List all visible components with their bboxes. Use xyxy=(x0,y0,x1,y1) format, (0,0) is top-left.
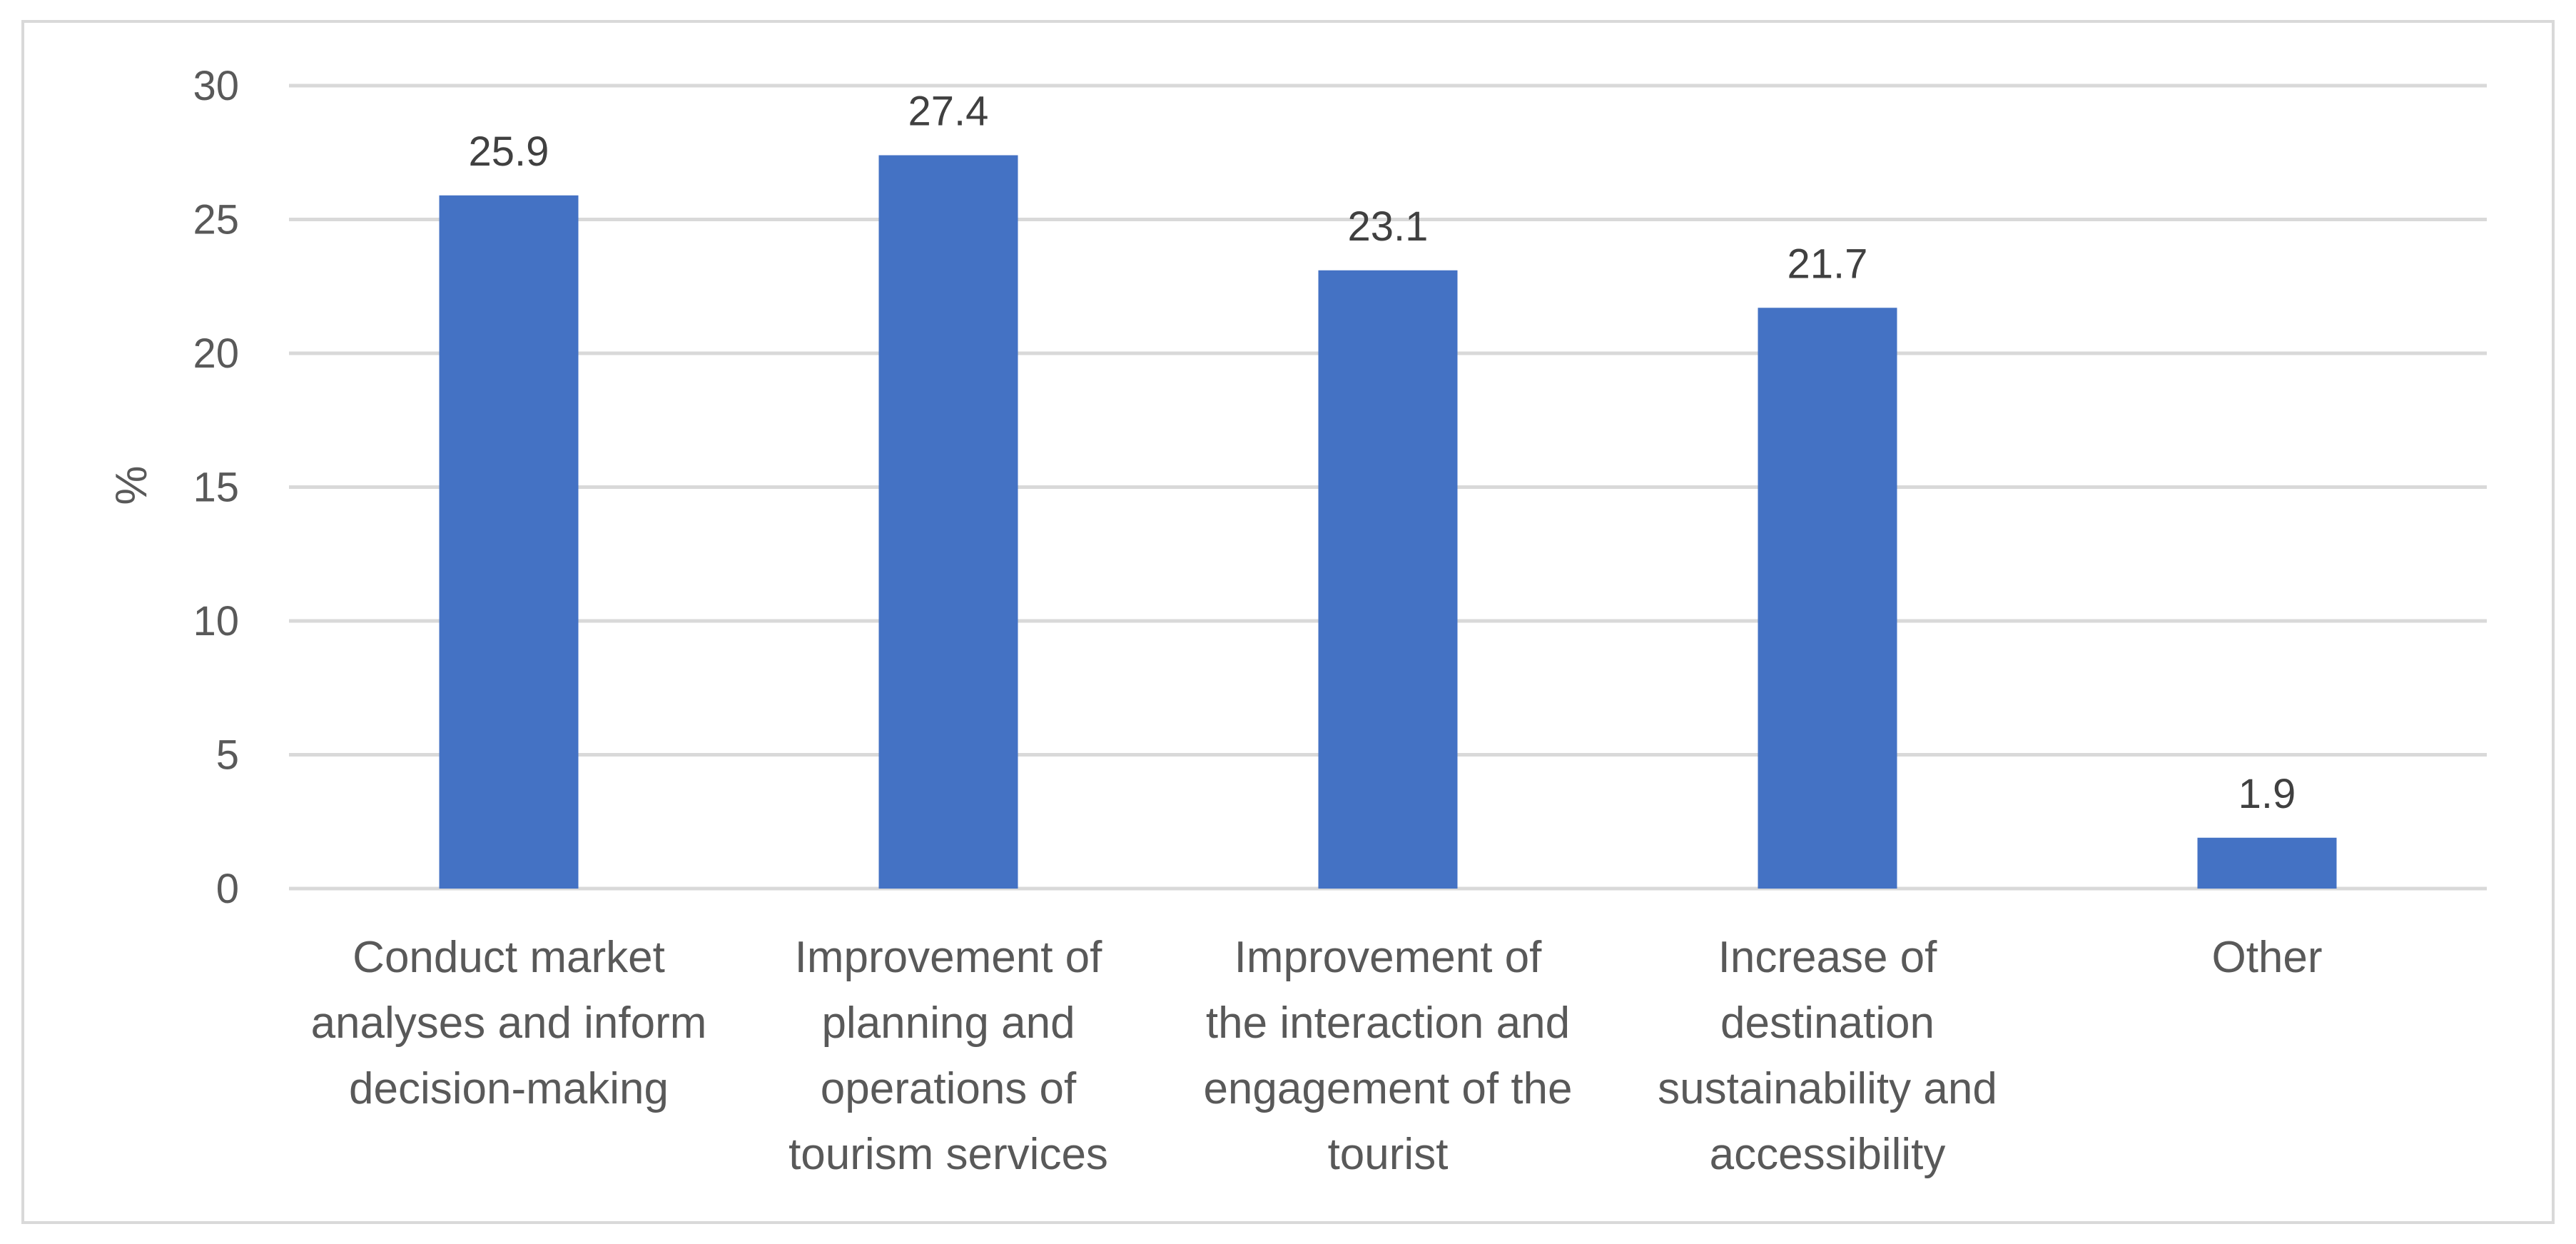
bar xyxy=(1758,308,1897,889)
data-label: 23.1 xyxy=(1348,203,1429,250)
y-tick-label: 5 xyxy=(216,732,239,779)
category-label: Other xyxy=(2211,933,2322,982)
category-label-line: Conduct market xyxy=(353,933,665,982)
data-label: 21.7 xyxy=(1788,241,1868,287)
bar xyxy=(1318,270,1458,889)
category-label-line: engagement of the xyxy=(1203,1064,1572,1113)
category-label-line: sustainability and xyxy=(1658,1064,1997,1113)
category-label-line: accessibility xyxy=(1710,1130,1946,1179)
category-label-line: destination xyxy=(1720,998,1934,1048)
category-label-line: Improvement of xyxy=(1234,933,1543,982)
y-tick-label: 30 xyxy=(193,63,239,109)
category-label: Improvement of planning and operations of t… xyxy=(788,933,1108,1179)
category-label-line: tourism services xyxy=(788,1130,1108,1179)
category-label-line: Improvement of xyxy=(795,933,1103,982)
labels: 0 5 10 15 20 25 30 25.9 Conduct market analyses a… xyxy=(193,63,2322,1179)
category-label-line: the interaction and xyxy=(1206,998,1570,1048)
bars xyxy=(439,155,2337,889)
category-label-line: Other xyxy=(2211,933,2322,982)
category-label: Conduct market analyses and inform decisio… xyxy=(311,933,707,1113)
bar xyxy=(878,155,1018,889)
data-label: 25.9 xyxy=(469,128,549,175)
bar xyxy=(439,195,579,889)
y-axis-title: % xyxy=(107,465,156,505)
category-label-line: analyses and inform xyxy=(311,998,707,1048)
bar xyxy=(2197,837,2337,889)
category-label-line: Increase of xyxy=(1718,933,1938,982)
y-tick-label: 25 xyxy=(193,197,239,243)
y-tick-label: 0 xyxy=(216,866,239,912)
y-tick-label: 15 xyxy=(193,465,239,511)
data-label: 27.4 xyxy=(908,89,989,135)
category-label: Improvement of the interaction and engagem… xyxy=(1203,933,1572,1179)
category-label: Increase of destination sustainability and… xyxy=(1658,933,1997,1179)
category-label-line: operations of xyxy=(821,1064,1077,1113)
category-label-line: tourist xyxy=(1328,1130,1449,1179)
category-label-line: planning and xyxy=(821,998,1075,1048)
y-tick-label: 20 xyxy=(193,330,239,377)
data-label: 1.9 xyxy=(2238,771,2296,817)
category-label-line: decision-making xyxy=(349,1064,669,1113)
y-tick-label: 10 xyxy=(193,598,239,644)
